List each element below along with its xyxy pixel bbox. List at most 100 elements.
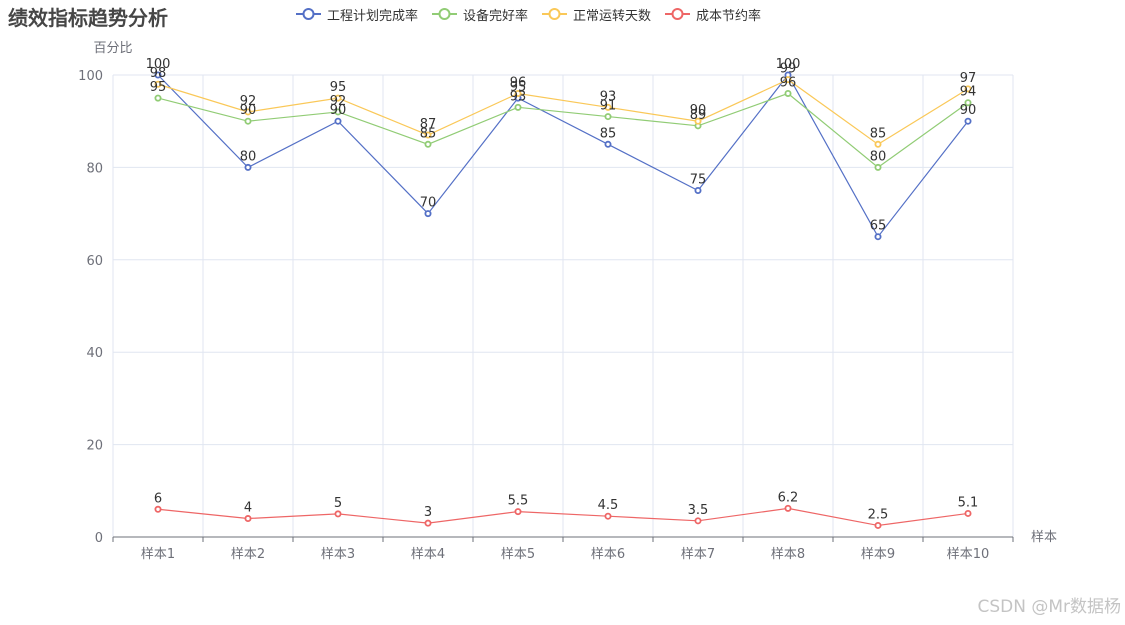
data-point [874, 163, 882, 171]
axes: 样本1 样本2 样本3 样本4 样本5 样本6 样本7 样本8 样本9 样本10020406080… [78, 41, 1057, 562]
data-label: 4.5 [598, 498, 619, 513]
data-label: 85 [870, 126, 887, 141]
y-tick-label: 0 [95, 531, 103, 546]
data-label: 4 [244, 501, 252, 516]
y-tick-label: 80 [86, 161, 103, 176]
data-point [424, 210, 432, 218]
y-tick-label: 40 [86, 346, 103, 361]
data-label: 98 [150, 66, 167, 81]
series-line [157, 507, 969, 527]
data-point [424, 519, 432, 527]
data-label: 85 [420, 126, 437, 141]
x-axis-label: 样本 [1031, 530, 1057, 545]
series-line [157, 78, 969, 146]
data-label: 100 [146, 57, 171, 72]
legend-label: 成本节约率 [696, 8, 762, 24]
data-label: 95 [150, 80, 167, 95]
data-point [604, 113, 612, 121]
series-line [157, 73, 969, 238]
data-label: 80 [240, 149, 257, 164]
y-tick-label: 20 [86, 439, 103, 454]
data-point [424, 131, 432, 139]
series-line [157, 92, 969, 169]
legend-item[interactable]: 正常运转天数 [542, 5, 651, 24]
data-label: 96 [510, 75, 527, 90]
data-point [604, 103, 612, 111]
data-point [514, 508, 522, 516]
data-point [154, 505, 162, 513]
data-label: 80 [870, 149, 887, 164]
data-point [694, 186, 702, 194]
legend-swatch-icon [542, 8, 568, 20]
x-tick-label: 样本8 [771, 547, 805, 562]
data-point [694, 517, 702, 525]
data-point [604, 140, 612, 148]
legend-label: 设备完好率 [463, 8, 529, 24]
data-point [514, 103, 522, 111]
data-label: 99 [780, 62, 797, 77]
legend-item[interactable]: 成本节约率 [665, 5, 761, 24]
legend-label: 工程计划完成率 [327, 8, 419, 24]
data-label: 85 [600, 126, 617, 141]
x-tick-label: 样本5 [501, 547, 535, 562]
data-label: 93 [510, 89, 527, 104]
data-point [874, 233, 882, 241]
data-point [964, 99, 972, 107]
legend-swatch-icon [665, 8, 691, 20]
data-point [604, 512, 612, 520]
data-label: 3.5 [688, 503, 709, 518]
data-point [874, 140, 882, 148]
data-label: 96 [780, 75, 797, 90]
legend-label: 正常运转天数 [573, 8, 652, 24]
data-label: 2.5 [868, 507, 889, 522]
data-point [874, 521, 882, 529]
y-axis-label: 百分比 [93, 41, 132, 56]
data-label: 90 [240, 103, 257, 118]
data-label: 92 [330, 94, 347, 109]
data-point [964, 509, 972, 517]
data-point [154, 94, 162, 102]
data-labels: 1008090709585751006590959092859391899680… [146, 57, 979, 522]
data-label: 65 [870, 219, 887, 234]
data-point [244, 163, 252, 171]
data-label: 5.1 [958, 495, 979, 510]
data-label: 100 [776, 57, 801, 72]
data-point [334, 117, 342, 125]
data-label: 75 [690, 173, 707, 188]
data-point [784, 76, 792, 84]
series-lines [154, 71, 972, 529]
x-tick-label: 样本4 [411, 547, 445, 562]
data-label: 90 [690, 103, 707, 118]
watermark: CSDN @Mr数据杨 [977, 597, 1121, 617]
data-point [784, 504, 792, 512]
x-tick-label: 样本10 [947, 547, 990, 562]
data-label: 95 [510, 80, 527, 95]
data-label: 87 [420, 117, 437, 132]
x-tick-label: 样本7 [681, 547, 715, 562]
x-tick-label: 样本6 [591, 547, 625, 562]
legend-item[interactable]: 工程计划完成率 [296, 5, 418, 24]
data-label: 94 [960, 85, 977, 100]
data-label: 70 [420, 196, 437, 211]
legend-item[interactable]: 设备完好率 [432, 5, 528, 24]
data-point [694, 117, 702, 125]
data-point [424, 140, 432, 148]
data-label: 5 [334, 496, 342, 511]
data-point [784, 89, 792, 97]
legend: 工程计划完成率 设备完好率 正常运转天数 成本节约率 [296, 4, 761, 24]
data-point [334, 510, 342, 518]
chart-title: 绩效指标趋势分析 [8, 6, 168, 30]
data-point [244, 515, 252, 523]
data-label: 95 [330, 80, 347, 95]
data-point [334, 108, 342, 116]
data-label: 92 [240, 94, 257, 109]
data-label: 5.5 [508, 494, 529, 509]
y-tick-label: 60 [86, 254, 103, 269]
data-label: 97 [960, 71, 977, 86]
x-tick-label: 样本2 [231, 547, 265, 562]
data-label: 90 [330, 103, 347, 118]
x-tick-label: 样本1 [141, 547, 175, 562]
data-label: 89 [690, 108, 707, 123]
y-tick-label: 100 [78, 69, 103, 84]
data-point [244, 117, 252, 125]
